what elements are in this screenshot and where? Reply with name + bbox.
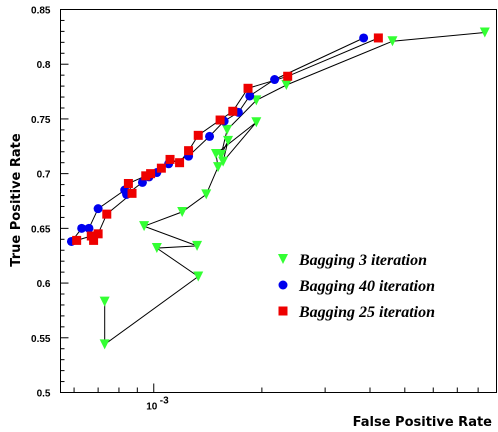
y-tick-label: 0.75 <box>31 115 51 126</box>
square-point <box>193 130 203 140</box>
legend-marker <box>278 306 288 316</box>
legend: Bagging 3 iteration Bagging 40 iteration B… <box>278 252 435 321</box>
triangle-down-point <box>139 221 150 232</box>
axes: 0.5 0.55 0.6 0.65 0.7 0.75 0.8 0.85 10-3 <box>31 6 479 413</box>
square-point <box>141 171 151 181</box>
square-point <box>93 229 103 239</box>
legend-label: Bagging 25 iteration <box>298 304 435 321</box>
circle-point <box>84 223 94 233</box>
y-axis-title: True Positive Rate <box>9 133 24 267</box>
square-point <box>228 106 238 116</box>
square-point <box>175 158 185 168</box>
y-tick-label: 0.6 <box>37 279 51 290</box>
legend-marker <box>278 280 288 290</box>
circle-point <box>245 91 255 101</box>
square-point <box>72 235 82 245</box>
triangle-down-point <box>251 117 262 128</box>
y-tick-label: 0.5 <box>37 389 51 400</box>
square-point <box>283 71 293 81</box>
triangle-down-point <box>99 296 110 307</box>
legend-label: Bagging 3 iteration <box>298 252 427 269</box>
triangle-down-point <box>177 206 188 217</box>
triangle-down-point <box>281 80 292 91</box>
triangle-down-point <box>387 36 398 47</box>
x-tick-label: 10 <box>146 402 158 413</box>
x-axis-title: False Positive Rate <box>353 415 493 430</box>
triangle-down-point <box>251 95 262 106</box>
square-point <box>184 146 194 156</box>
triangle-down-point <box>479 27 490 38</box>
legend-label: Bagging 40 iteration <box>298 278 435 295</box>
circle-point <box>205 131 215 141</box>
triangle-down-point <box>218 156 229 167</box>
square-point <box>146 169 156 179</box>
circle-point <box>77 223 87 233</box>
square-point <box>373 33 383 43</box>
y-tick-label: 0.85 <box>31 6 51 17</box>
square-point <box>165 154 175 164</box>
square-point <box>243 83 253 93</box>
plot-frame <box>60 9 497 393</box>
triangle-down-point <box>222 124 233 135</box>
circle-point <box>359 33 369 43</box>
square-point <box>215 115 225 125</box>
square-point <box>123 178 133 188</box>
triangle-down-point <box>216 150 227 161</box>
square-point <box>102 209 112 219</box>
circle-point <box>270 75 280 85</box>
y-tick-label: 0.55 <box>31 334 51 345</box>
y-tick-label: 0.8 <box>37 60 51 71</box>
square-point <box>127 188 137 198</box>
data-markers <box>66 27 490 350</box>
triangle-down-point <box>99 339 110 350</box>
triangle-down-point <box>193 271 204 282</box>
x-tick-exponent: -3 <box>160 396 169 407</box>
series-line <box>104 32 485 346</box>
triangle-down-point <box>151 243 162 254</box>
y-tick-label: 0.7 <box>37 170 51 181</box>
legend-marker <box>278 254 288 264</box>
triangle-down-point <box>201 189 212 200</box>
triangle-down-point <box>213 162 224 173</box>
triangle-down-point <box>192 240 203 251</box>
series-line <box>71 37 364 242</box>
square-point <box>89 235 99 245</box>
triangle-down-point <box>223 135 234 146</box>
square-point <box>156 163 166 173</box>
y-tick-label: 0.65 <box>31 224 51 235</box>
circle-point <box>93 204 103 214</box>
